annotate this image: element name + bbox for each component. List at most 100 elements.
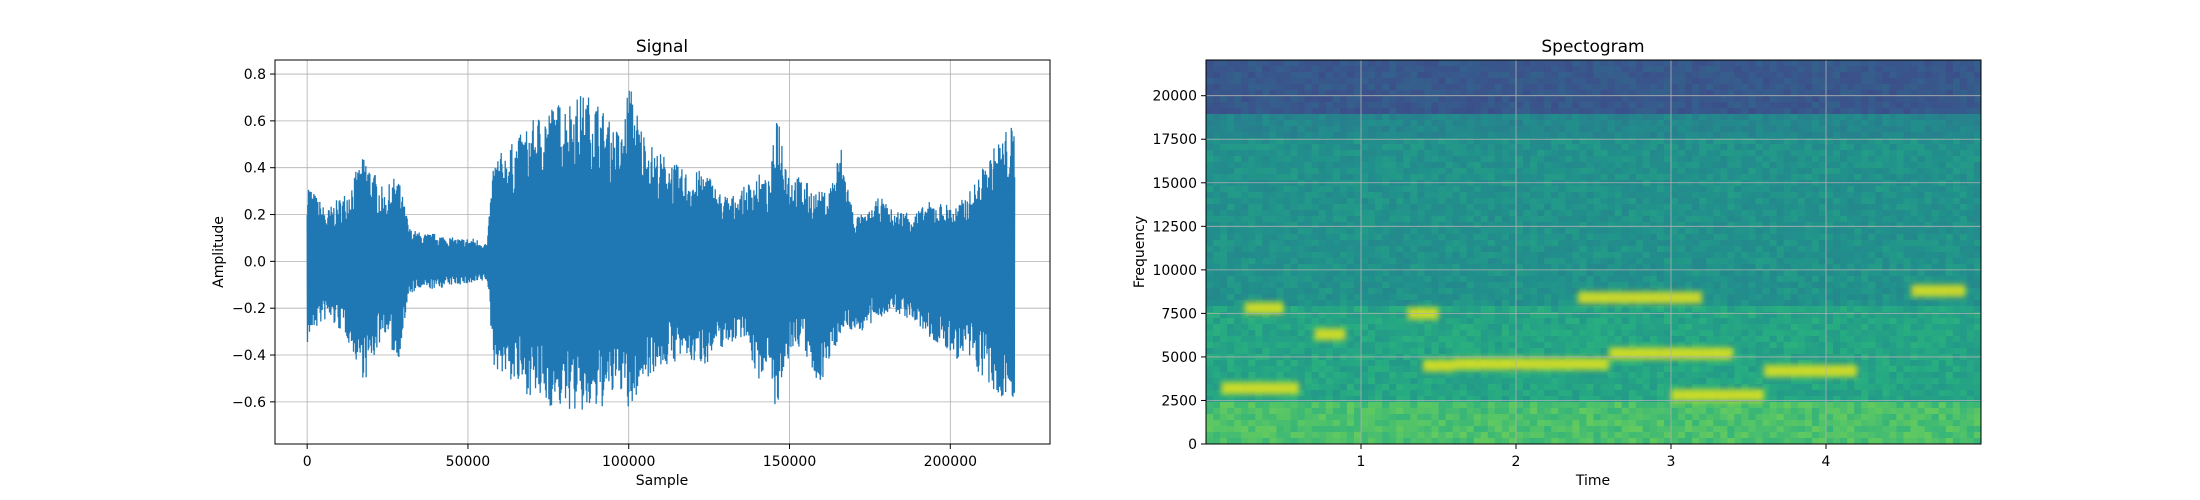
spectrogram-cell	[1382, 306, 1390, 313]
spectrogram-cell	[1811, 156, 1820, 163]
spectrogram-cell	[1882, 222, 1891, 229]
spectrogram-cell	[1649, 66, 1658, 73]
spectrogram-cell	[1396, 240, 1404, 247]
spectrogram-cell	[1516, 210, 1524, 217]
spectrogram-cell	[1931, 114, 1940, 121]
spectrogram-cell	[1438, 270, 1447, 277]
spectrogram-cell	[1227, 156, 1235, 163]
spectrogram-cell	[1854, 210, 1862, 217]
spectrogram-cell	[1241, 198, 1249, 205]
spectrogram-cell	[1966, 150, 1975, 157]
spectrogram-cell	[1678, 258, 1686, 265]
spectrogram-cell	[1332, 282, 1341, 289]
spectrogram-cell	[1826, 258, 1834, 265]
spectrogram-cell	[1368, 258, 1376, 265]
spectrogram-cell	[1530, 270, 1538, 277]
spectrogram-cell	[1600, 114, 1609, 121]
spectrogram-cell	[1685, 180, 1693, 187]
spectrogram-cell	[1966, 246, 1975, 253]
spectrogram-cell	[1628, 282, 1637, 289]
spectrogram-cell	[1227, 300, 1235, 307]
spectrogram-cell	[1565, 186, 1573, 193]
spectrogram-cell	[1353, 246, 1362, 253]
spectrogram-cell	[1389, 318, 1397, 325]
spectrogram-cell	[1621, 252, 1630, 259]
spectrogram-cell	[1389, 96, 1397, 103]
spectrogram-cell	[1361, 72, 1369, 79]
spectrogram-cell	[1818, 240, 1827, 247]
spectrogram-cell	[1741, 240, 1750, 247]
spectrogram-cell	[1607, 180, 1616, 187]
spectrogram-cell	[1255, 270, 1263, 277]
spectrogram-cell	[1973, 276, 1981, 283]
spectrogram-cell	[1804, 180, 1813, 187]
spectrogram-cell	[1473, 132, 1482, 139]
spectrogram-cell	[1403, 288, 1411, 295]
spectrogram-cell	[1720, 198, 1728, 205]
spectrogram-cell	[1494, 228, 1503, 235]
spectrogram-cell	[1332, 120, 1341, 127]
spectrogram-cell	[1741, 108, 1750, 115]
spectrogram-cell	[1720, 126, 1728, 133]
spectrogram-cell	[1685, 102, 1693, 109]
spectrogram-cell	[1389, 108, 1397, 115]
spectrogram-cell	[1346, 240, 1355, 247]
spectrogram-cell	[1854, 156, 1862, 163]
spectrogram-cell	[1917, 294, 1926, 301]
spectrogram-cell	[1931, 258, 1940, 265]
spectrogram-cell	[1959, 108, 1968, 115]
spectrogram-cell	[1368, 246, 1376, 253]
spectrogram-cell	[1297, 162, 1306, 169]
spectrogram-cell	[1544, 144, 1552, 151]
spectrogram-cell	[1516, 150, 1524, 157]
spectrogram-cell	[1508, 294, 1517, 301]
spectrogram-cell	[1699, 144, 1707, 151]
spectrogram-cell	[1389, 174, 1397, 181]
spectrogram-cell	[1445, 318, 1454, 325]
spectrogram-cell	[1614, 288, 1623, 295]
spectrogram-cell	[1523, 174, 1531, 181]
spectrogram-cell	[1748, 108, 1757, 115]
spectrogram-cell	[1656, 234, 1665, 241]
spectrogram-cell	[1734, 180, 1743, 187]
spectrogram-cell	[1339, 96, 1348, 103]
spectrogram-cell	[1840, 192, 1848, 199]
spectrogram-cell	[1854, 174, 1862, 181]
spectrogram-cell	[1621, 162, 1630, 169]
spectrogram-cell	[1903, 234, 1912, 241]
spectrogram-cell	[1558, 186, 1566, 193]
spectrogram-cell	[1642, 114, 1651, 121]
spectrogram-cell	[1410, 192, 1418, 199]
spectrogram-cell	[1283, 168, 1292, 175]
spectrogram-cell	[1389, 264, 1397, 271]
spectrogram-cell	[1818, 84, 1827, 91]
spectrogram-cell	[1818, 114, 1827, 121]
spectrogram-cell	[1318, 60, 1327, 67]
spectrogram-cell	[1523, 126, 1531, 133]
spectrogram-cell	[1431, 228, 1440, 235]
spectrogram-cell	[1727, 120, 1736, 127]
spectrogram-cell	[1593, 192, 1602, 199]
spectrogram-cell	[1685, 72, 1693, 79]
spectrogram-cell	[1663, 120, 1672, 127]
spectrogram-cell	[1783, 294, 1792, 301]
spectrogram-cell	[1311, 96, 1320, 103]
spectrogram-cell	[1234, 204, 1242, 211]
spectrogram-cell	[1642, 240, 1651, 247]
spectrogram-cell	[1508, 156, 1517, 163]
spectrogram-cell	[1389, 120, 1397, 127]
spectrogram-cell	[1854, 294, 1862, 301]
spectrogram-cell	[1403, 138, 1411, 145]
spectrogram-cell	[1473, 120, 1482, 127]
spectrogram-cell	[1720, 234, 1728, 241]
spectrogram-cell	[1896, 156, 1905, 163]
spectrogram-cell	[1452, 138, 1461, 145]
spectrogram-cell	[1382, 252, 1390, 259]
spectrogram-cell	[1903, 264, 1912, 271]
spectrogram-cell	[1607, 240, 1616, 247]
spectrogram-cell	[1635, 228, 1644, 235]
spectrogram-cell	[1628, 234, 1637, 241]
spectrogram-cell	[1586, 66, 1595, 73]
spectrogram-cell	[1649, 276, 1658, 283]
spectrogram-cell	[1685, 78, 1693, 85]
